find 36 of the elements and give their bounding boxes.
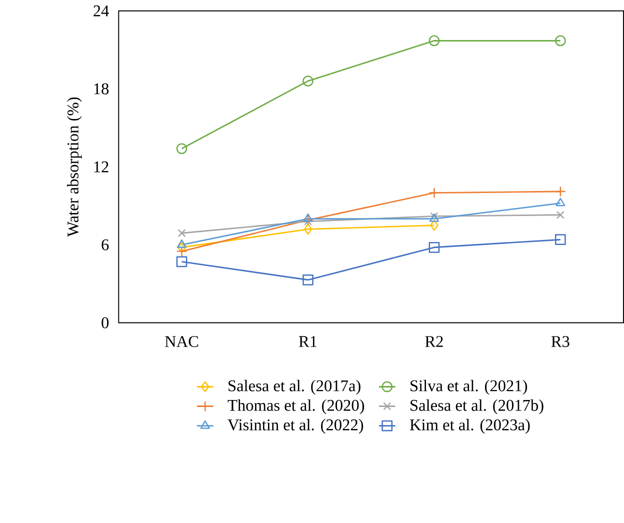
x-tick-label: NAC [165, 336, 198, 348]
point [428, 35, 440, 46]
y-tick-label: 12 [94, 161, 108, 172]
legend-label: Salesa et al. (2017a) [228, 380, 360, 395]
legend-label: Thomas et al. (2020) [228, 399, 364, 414]
y-tick-label: 0 [102, 317, 109, 328]
point [178, 229, 186, 238]
point [554, 234, 566, 246]
legend-label: Silva et al. (2021) [410, 380, 528, 395]
point [176, 256, 188, 268]
point [303, 213, 313, 222]
legend-label: Kim et al. (2023a) [410, 418, 530, 434]
point [430, 220, 438, 231]
legend-label: Visintin et al. (2022) [228, 418, 364, 434]
x-tick-label: R3 [551, 336, 570, 348]
y-axis-title: Water absorption (%) [67, 98, 82, 237]
y-tick-label: 24 [94, 5, 109, 16]
point [176, 246, 188, 257]
y-tick-label: 18 [94, 83, 109, 94]
point [178, 242, 186, 253]
point [176, 143, 188, 154]
point [304, 217, 312, 226]
y-tick-label: 6 [102, 239, 109, 250]
point [304, 224, 312, 235]
legend-label: Salesa et al. (2017b) [410, 399, 544, 414]
x-tick-label: R1 [298, 336, 317, 347]
point [176, 239, 187, 248]
point [554, 35, 566, 46]
point [302, 76, 314, 86]
point [428, 187, 440, 198]
point [428, 242, 440, 253]
point [556, 198, 566, 206]
point [556, 210, 564, 219]
point [302, 274, 314, 286]
x-tick-label: R2 [425, 336, 443, 347]
point [554, 186, 566, 197]
